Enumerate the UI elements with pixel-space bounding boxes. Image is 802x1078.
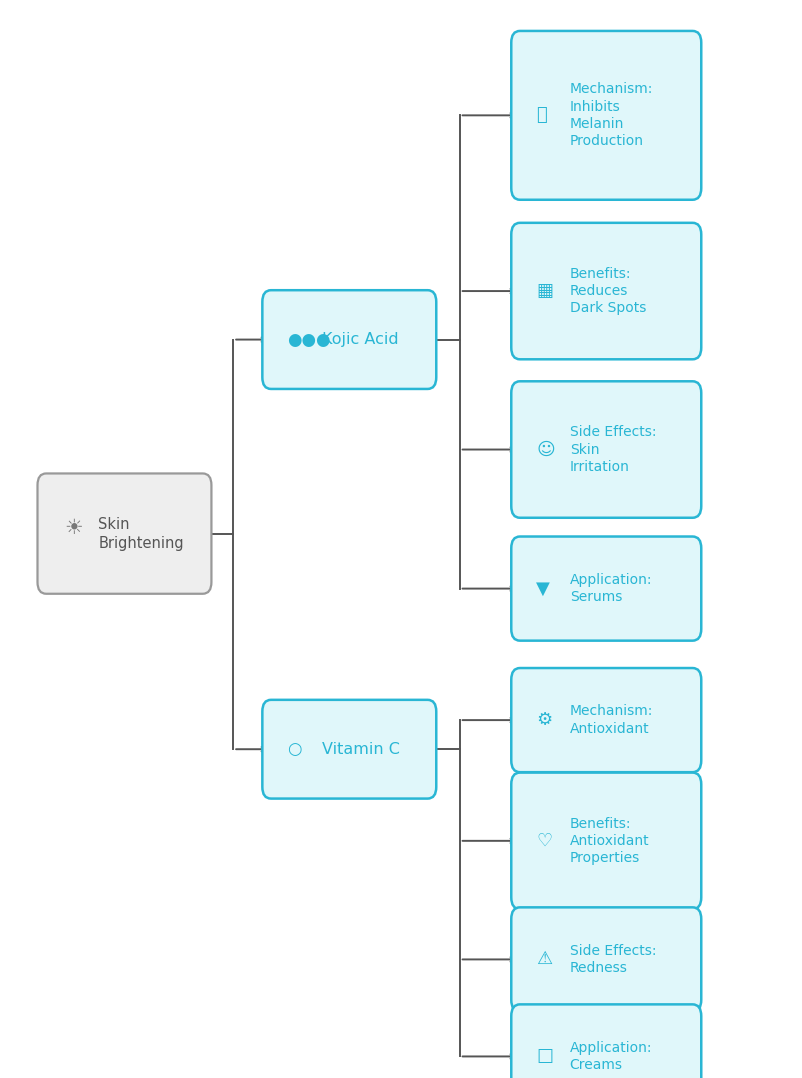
Text: Mechanism:
Inhibits
Melanin
Production: Mechanism: Inhibits Melanin Production xyxy=(569,82,652,149)
Text: Application:
Creams: Application: Creams xyxy=(569,1040,651,1073)
FancyBboxPatch shape xyxy=(511,908,700,1011)
Text: Benefits:
Antioxidant
Properties: Benefits: Antioxidant Properties xyxy=(569,816,649,866)
FancyBboxPatch shape xyxy=(511,773,700,909)
Text: Skin
Brightening: Skin Brightening xyxy=(98,516,184,551)
Text: Kojic Acid: Kojic Acid xyxy=(322,332,398,347)
FancyBboxPatch shape xyxy=(38,473,211,594)
Text: ●●●: ●●● xyxy=(287,331,330,348)
Text: ☺: ☺ xyxy=(536,441,554,458)
Text: Benefits:
Reduces
Dark Spots: Benefits: Reduces Dark Spots xyxy=(569,266,646,316)
Text: ⚠: ⚠ xyxy=(536,951,552,968)
FancyBboxPatch shape xyxy=(511,223,700,359)
Text: ♡: ♡ xyxy=(536,832,552,849)
Text: ▦: ▦ xyxy=(536,282,553,300)
Text: ⚙: ⚙ xyxy=(536,711,552,729)
Text: Side Effects:
Redness: Side Effects: Redness xyxy=(569,943,655,976)
FancyBboxPatch shape xyxy=(511,382,700,517)
Text: ▼: ▼ xyxy=(536,580,549,597)
FancyBboxPatch shape xyxy=(511,1005,700,1078)
Text: Vitamin C: Vitamin C xyxy=(322,742,399,757)
Text: ☀: ☀ xyxy=(63,519,83,538)
Text: □: □ xyxy=(536,1048,553,1065)
Text: Mechanism:
Antioxidant: Mechanism: Antioxidant xyxy=(569,704,652,736)
Text: Application:
Serums: Application: Serums xyxy=(569,572,651,605)
Text: Side Effects:
Skin
Irritation: Side Effects: Skin Irritation xyxy=(569,425,655,474)
Text: ⛔: ⛔ xyxy=(536,107,546,124)
FancyBboxPatch shape xyxy=(262,700,435,799)
FancyBboxPatch shape xyxy=(511,537,700,640)
FancyBboxPatch shape xyxy=(511,31,700,199)
Text: ○: ○ xyxy=(287,741,302,758)
FancyBboxPatch shape xyxy=(511,668,700,772)
FancyBboxPatch shape xyxy=(262,290,435,389)
